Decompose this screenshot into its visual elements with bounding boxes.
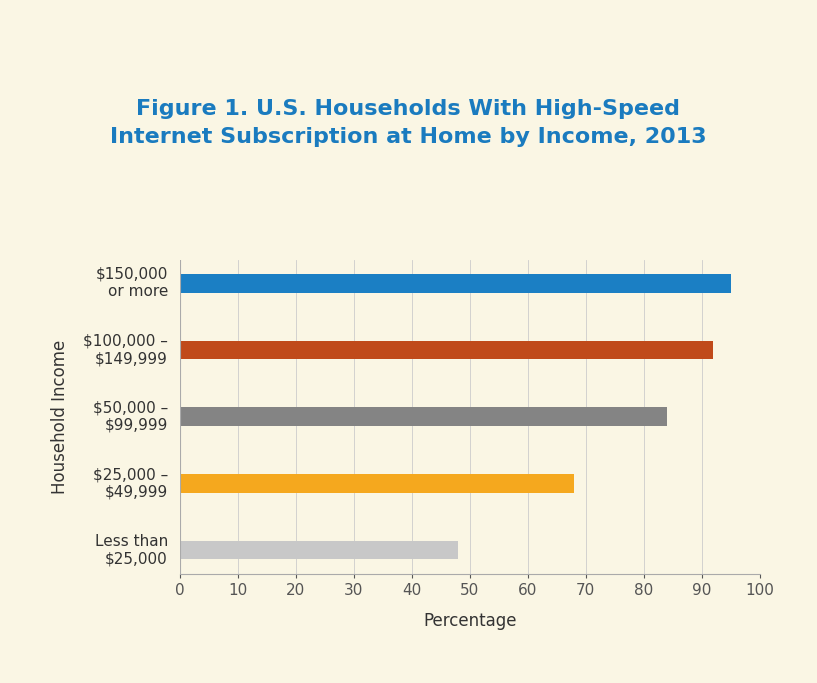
- Y-axis label: Household Income: Household Income: [51, 339, 69, 494]
- X-axis label: Percentage: Percentage: [423, 612, 516, 630]
- Bar: [180, 541, 458, 559]
- Bar: [180, 274, 731, 292]
- Bar: [180, 474, 574, 492]
- Bar: [180, 341, 713, 359]
- Bar: [180, 407, 667, 426]
- Text: Figure 1. U.S. Households With High-Speed
Internet Subscription at Home by Incom: Figure 1. U.S. Households With High-Spee…: [110, 99, 707, 147]
